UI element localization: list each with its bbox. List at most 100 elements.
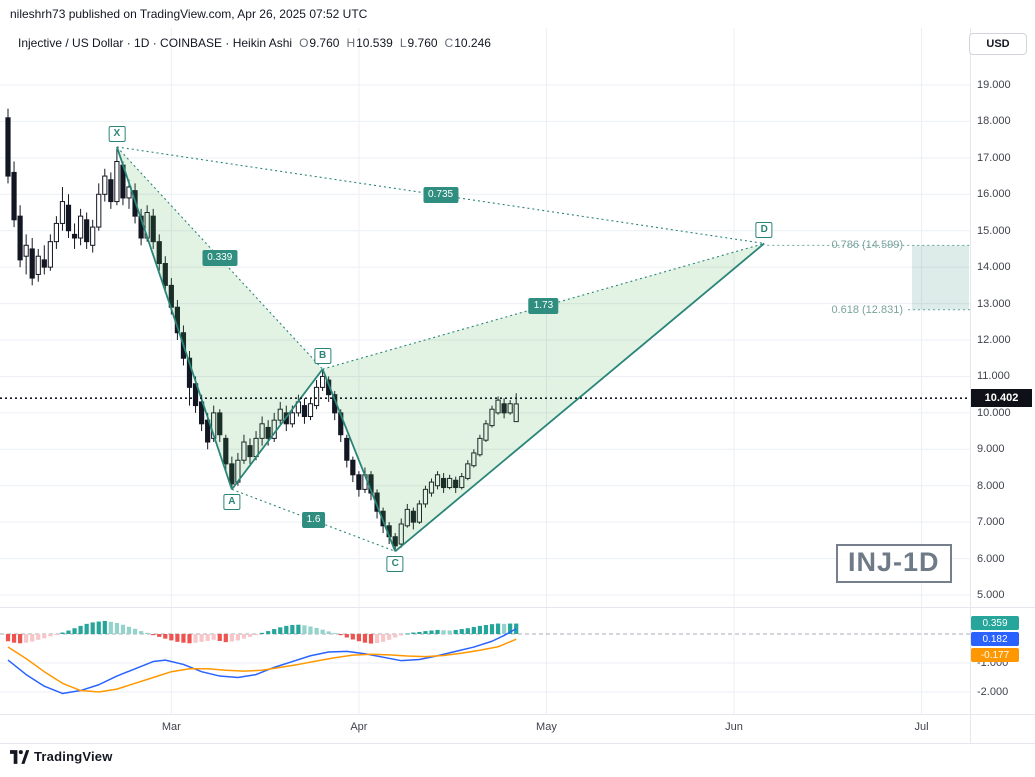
macd-histogram-bar xyxy=(459,629,464,634)
tradingview-brand[interactable]: TradingView xyxy=(10,749,113,764)
candle-up xyxy=(78,215,84,239)
macd-histogram-bar xyxy=(411,632,416,634)
macd-histogram-value-badge: 0.359 xyxy=(971,616,1019,630)
macd-histogram-bar xyxy=(102,620,107,634)
macd-histogram-bar xyxy=(278,627,283,634)
chart-legend: Injective / US Dollar · 1D · COINBASE · … xyxy=(18,36,491,50)
macd-histogram-bar xyxy=(139,631,144,634)
pattern-point-D[interactable]: D xyxy=(755,222,773,239)
currency-toggle-button[interactable]: USD xyxy=(969,33,1027,55)
macd-histogram-bar xyxy=(30,634,35,642)
macd-histogram-bar xyxy=(54,634,59,635)
price-axis-tick: 8.000 xyxy=(977,479,1005,492)
candle-up xyxy=(259,423,265,439)
macd-histogram-bar xyxy=(145,632,150,634)
pattern-point-X[interactable]: X xyxy=(108,125,126,142)
tradingview-brand-text: TradingView xyxy=(34,749,113,764)
pattern-leg xyxy=(394,242,765,552)
macd-histogram-bar xyxy=(126,626,132,634)
pattern-point-C[interactable]: C xyxy=(386,556,404,573)
candle-down xyxy=(5,117,11,177)
macd-histogram-bar xyxy=(465,628,470,634)
symbol-title[interactable]: Injective / US Dollar · 1D · COINBASE · … xyxy=(18,36,293,50)
candle-down xyxy=(344,437,350,461)
macd-histogram-bar xyxy=(260,632,265,634)
candle-down xyxy=(350,459,356,476)
macd-histogram-bar xyxy=(471,627,476,634)
candle-up xyxy=(422,488,429,505)
pattern-triangle-xab xyxy=(116,146,323,490)
candle-up xyxy=(96,193,102,228)
fib-level-label: 0.618 (12.831) xyxy=(831,303,903,316)
candle-down xyxy=(301,405,308,418)
candle-down xyxy=(11,171,17,221)
macd-histogram-bar xyxy=(90,622,95,634)
macd-histogram-bar xyxy=(120,624,126,634)
footer-separator xyxy=(0,743,1035,744)
candle-down xyxy=(71,233,78,239)
macd-histogram-bar xyxy=(362,634,368,643)
symbol-watermark-label[interactable]: INJ-1D xyxy=(836,544,952,583)
time-axis-separator xyxy=(0,714,1035,715)
candle-down xyxy=(150,215,156,243)
candle-up xyxy=(35,255,41,275)
macd-histogram-bar xyxy=(508,623,513,634)
macd-histogram-bar xyxy=(374,634,380,643)
macd-histogram-bar xyxy=(393,634,398,638)
candle-down xyxy=(29,248,35,279)
candle-up xyxy=(59,201,66,224)
last-price-label: 10.402 xyxy=(971,389,1032,408)
price-axis-tick: 7.000 xyxy=(977,516,1005,529)
candle-up xyxy=(465,463,471,479)
candle-down xyxy=(156,241,162,265)
candle-down xyxy=(229,463,235,485)
pane-separator[interactable] xyxy=(0,607,1035,608)
candle-up xyxy=(477,437,483,456)
macd-histogram-bar xyxy=(235,634,240,641)
time-axis-label[interactable]: May xyxy=(536,721,557,733)
macd-histogram-bar xyxy=(36,634,41,640)
time-axis-label[interactable]: Jun xyxy=(725,721,743,733)
candle-up xyxy=(90,226,96,246)
price-axis-tick: 5.000 xyxy=(977,589,1005,602)
time-axis-label[interactable]: Jul xyxy=(914,721,929,733)
macd-histogram-bar xyxy=(308,626,313,634)
macd-histogram-bar xyxy=(169,634,174,641)
indicator-axis-tick: -2.000 xyxy=(977,686,1009,698)
price-axis-tick: 18.000 xyxy=(977,115,1011,128)
macd-histogram-bar xyxy=(217,634,222,641)
candle-up xyxy=(434,474,441,487)
macd-histogram-bar xyxy=(84,623,89,634)
candle-down xyxy=(410,510,416,523)
macd-histogram-bar xyxy=(11,634,17,643)
candle-down xyxy=(162,263,168,286)
macd-histogram-bar xyxy=(314,627,319,634)
candle-up xyxy=(211,412,217,439)
pattern-ratio-badge: 1.73 xyxy=(528,298,559,315)
macd-histogram-bar xyxy=(60,632,65,634)
price-axis-tick: 12.000 xyxy=(977,334,1011,346)
macd-line xyxy=(7,628,517,695)
macd-histogram-bar xyxy=(205,634,210,641)
macd-histogram-bar xyxy=(187,634,192,644)
macd-histogram-bar xyxy=(405,633,410,635)
macd-histogram-bar xyxy=(241,634,247,639)
pattern-ratio-line xyxy=(322,242,765,370)
pattern-point-A[interactable]: A xyxy=(223,494,241,511)
time-axis-label[interactable]: Apr xyxy=(350,721,368,733)
macd-histogram-bar xyxy=(78,625,83,634)
macd-histogram-bar xyxy=(350,634,355,640)
candle-up xyxy=(126,186,132,199)
time-axis-label[interactable]: Mar xyxy=(161,721,181,733)
candle-down xyxy=(17,215,23,261)
macd-histogram-bar xyxy=(175,634,180,642)
macd-line-value-badge: 0.182 xyxy=(971,632,1019,646)
pattern-ratio-badge: 1.6 xyxy=(301,512,326,529)
candle-down xyxy=(108,179,114,203)
pattern-point-B[interactable]: B xyxy=(313,348,332,365)
candle-up xyxy=(507,403,513,414)
macd-histogram-bar xyxy=(42,634,47,639)
macd-histogram-bar xyxy=(266,631,271,634)
macd-histogram-bar xyxy=(163,634,168,639)
